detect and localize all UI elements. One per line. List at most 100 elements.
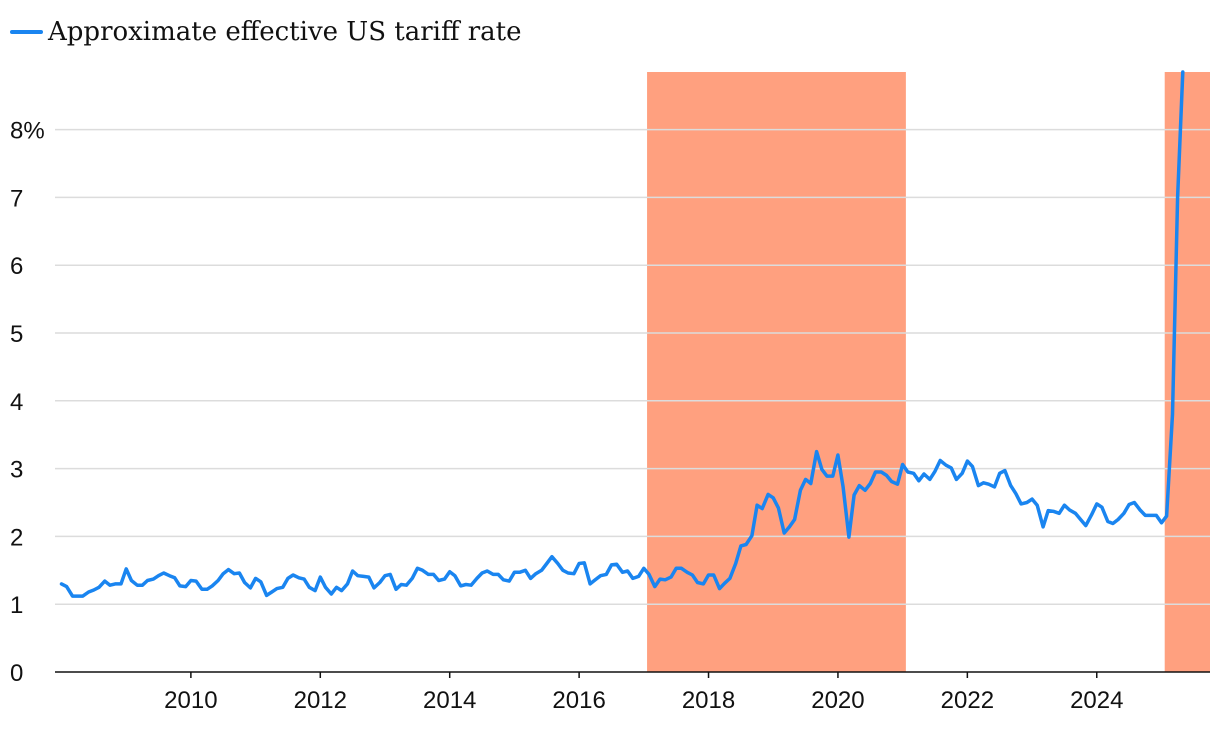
data-point	[664, 578, 667, 581]
data-point	[254, 577, 257, 580]
data-point	[723, 582, 726, 585]
data-point	[777, 506, 780, 510]
data-point	[486, 569, 489, 573]
data-point	[491, 573, 495, 576]
data-point	[577, 562, 581, 565]
series-line-1	[59, 70, 1185, 598]
data-point	[1138, 508, 1142, 512]
data-point	[416, 567, 419, 570]
data-point	[841, 485, 845, 489]
data-point	[647, 573, 651, 576]
data-point	[319, 575, 322, 579]
data-point	[1019, 502, 1023, 506]
data-point	[136, 584, 139, 587]
data-point	[340, 589, 343, 592]
data-point	[696, 581, 699, 584]
y-tick-label: 2	[10, 524, 23, 551]
y-gridlines	[55, 128, 1210, 605]
data-point	[1063, 504, 1066, 507]
data-point	[621, 571, 624, 574]
data-point	[178, 584, 182, 588]
data-point	[906, 470, 909, 474]
data-point	[141, 584, 144, 587]
data-point	[502, 578, 505, 581]
data-point	[222, 572, 225, 575]
data-point	[469, 584, 473, 587]
data-point	[146, 579, 149, 582]
data-point	[291, 573, 295, 577]
data-point	[1160, 521, 1163, 524]
data-point	[691, 573, 694, 577]
data-point	[1068, 508, 1071, 512]
y-tick-label: 4	[10, 389, 23, 416]
data-point	[561, 569, 565, 572]
legend: Approximate effective US tariff rate	[10, 17, 521, 47]
data-point	[847, 535, 851, 539]
data-point	[335, 586, 338, 589]
data-point	[1090, 513, 1093, 516]
data-point	[356, 574, 359, 577]
data-point	[869, 482, 872, 485]
data-point	[825, 474, 829, 478]
data-point	[944, 464, 948, 467]
data-point	[901, 463, 904, 466]
data-point	[524, 569, 527, 572]
data-point	[566, 571, 570, 575]
data-point	[1074, 512, 1077, 515]
data-point	[81, 594, 85, 598]
data-point	[233, 572, 236, 575]
data-point	[658, 577, 662, 581]
data-point	[92, 588, 96, 592]
data-point	[200, 588, 204, 591]
y-tick-label: 6	[10, 253, 23, 280]
data-point	[432, 573, 435, 576]
data-point	[583, 561, 586, 564]
data-point	[259, 580, 262, 583]
data-point	[1171, 413, 1174, 416]
data-point	[405, 584, 408, 587]
x-tick-label: 2014	[423, 687, 476, 714]
data-point	[556, 562, 559, 565]
data-point	[961, 472, 964, 475]
data-point	[367, 575, 370, 579]
data-point	[437, 579, 440, 582]
data-point	[76, 594, 79, 598]
data-point	[799, 489, 802, 492]
data-point	[545, 562, 548, 565]
data-point	[330, 592, 333, 596]
data-point	[1047, 509, 1050, 512]
data-point	[313, 589, 317, 592]
data-point	[982, 481, 985, 484]
data-point	[1030, 497, 1034, 501]
data-point	[389, 573, 392, 576]
data-point	[820, 468, 823, 471]
data-point	[631, 577, 634, 580]
y-tick-labels: 0 1 2 3 4 5 6 7 8%	[10, 118, 45, 687]
data-point	[108, 584, 112, 587]
data-point	[1176, 196, 1179, 199]
data-point	[550, 555, 554, 558]
x-tick-label: 2020	[811, 687, 864, 714]
data-point	[993, 485, 996, 489]
legend-label: Approximate effective US tariff rate	[47, 17, 521, 47]
data-point	[480, 571, 484, 575]
data-point	[718, 587, 721, 590]
data-point	[394, 588, 398, 591]
x-tick-label: 2012	[294, 687, 347, 714]
data-point	[114, 582, 117, 586]
data-point	[707, 573, 710, 577]
data-point	[270, 590, 273, 594]
data-point	[739, 544, 743, 548]
data-point	[880, 470, 883, 474]
data-point	[411, 577, 414, 580]
data-point	[243, 581, 246, 584]
data-point	[534, 572, 537, 575]
data-point	[189, 579, 193, 582]
data-point	[977, 484, 980, 487]
data-point	[1106, 520, 1110, 523]
data-point	[518, 571, 521, 574]
data-point	[1122, 512, 1126, 515]
data-point	[173, 576, 176, 579]
data-point	[1003, 469, 1007, 472]
data-point	[928, 478, 931, 481]
